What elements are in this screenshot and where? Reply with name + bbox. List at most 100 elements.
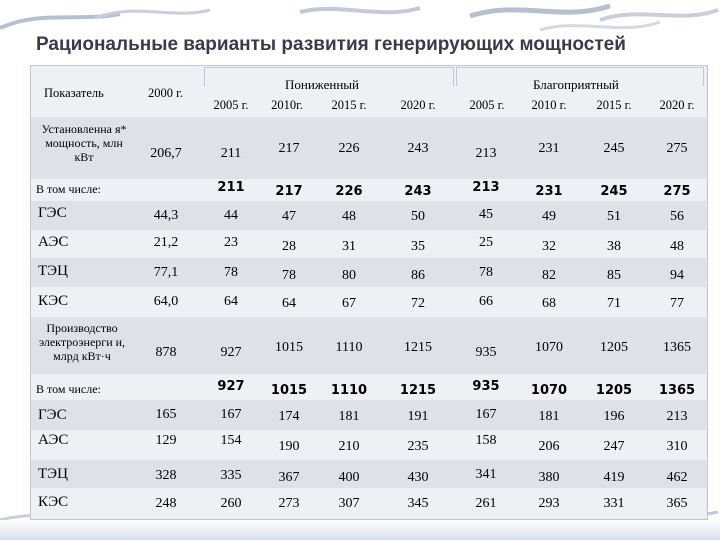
cell: 231: [538, 141, 560, 156]
cell: 23: [224, 235, 238, 250]
cell: 191: [407, 409, 429, 424]
header-band: [31, 66, 706, 117]
cell: 1070: [535, 340, 563, 355]
cell-capacity-2000: 206,7: [150, 146, 182, 161]
scenario-high-box: [456, 67, 704, 86]
row-label-incl: В том числе:: [36, 382, 101, 396]
cell: 231: [535, 184, 563, 199]
cell: 48: [670, 239, 684, 254]
cell: 206: [538, 439, 560, 454]
cell: 310: [666, 439, 688, 454]
cell: 21,2: [153, 235, 179, 250]
cell: 68: [542, 296, 556, 311]
cell: 80: [342, 268, 356, 283]
cell: 247: [603, 439, 625, 454]
cell: 77: [670, 296, 684, 311]
cell: 245: [603, 141, 625, 156]
row-label-aes: АЭС: [38, 432, 69, 448]
cell: 165: [155, 407, 177, 422]
cell: 56: [670, 209, 684, 224]
cell: 1110: [335, 340, 363, 355]
cell: 158: [475, 433, 497, 448]
cell: 331: [603, 496, 625, 511]
cell: 50: [411, 209, 425, 224]
cell: 174: [278, 409, 300, 424]
cell: 328: [155, 468, 177, 483]
cell: 210: [338, 439, 360, 454]
row-label-capacity: Установленна я* мощность, млн кВт: [41, 122, 127, 164]
row-band: [31, 287, 706, 317]
cell: 878: [155, 345, 177, 360]
cell: 64: [224, 294, 238, 309]
cell: 335: [220, 468, 242, 483]
cell: 38: [607, 239, 621, 254]
cell: 927: [217, 379, 245, 394]
cell: 64: [282, 296, 296, 311]
cell: 935: [472, 379, 500, 394]
cell: 430: [407, 470, 429, 485]
cell: 47: [282, 209, 296, 224]
cell: 67: [342, 296, 356, 311]
row-band: [31, 460, 706, 488]
cell: 226: [335, 184, 363, 199]
cell: 51: [607, 209, 621, 224]
row-label-kes: КЭС: [38, 293, 69, 309]
cell: 64,0: [153, 294, 179, 309]
cell: 82: [542, 268, 556, 283]
cell: 935: [475, 345, 497, 360]
cell: 66: [479, 294, 493, 309]
cell: 345: [407, 496, 429, 511]
cell: 190: [278, 439, 300, 454]
row-band: [31, 201, 706, 230]
cell: 78: [282, 268, 296, 283]
cell: 419: [603, 470, 625, 485]
cell: 400: [338, 470, 360, 485]
cell: 245: [600, 184, 628, 199]
cell: 1205: [600, 340, 628, 355]
row-label-production: Производство электроэнерги и, млрд кВт·ч: [38, 321, 126, 363]
cell: 77,1: [153, 265, 179, 280]
row-band: [31, 400, 706, 430]
row-label-ges: ГЭС: [38, 205, 67, 221]
year-low-2010: 2010г.: [271, 98, 303, 112]
row-label-ges: ГЭС: [38, 407, 67, 423]
cell: 1215: [399, 383, 437, 398]
cell: 213: [472, 180, 500, 195]
cell: 217: [275, 184, 303, 199]
cell: 31: [342, 239, 356, 254]
year-high-2015: 2015 г.: [596, 98, 632, 112]
cell: 1215: [404, 340, 432, 355]
cell: 45: [479, 207, 493, 222]
header-indicator: Показатель: [44, 86, 104, 100]
cell: 1015: [275, 340, 303, 355]
page-title: Рациональные варианты развития генерирую…: [36, 34, 626, 55]
cell: 49: [542, 209, 556, 224]
year-high-2005: 2005 г.: [469, 98, 505, 112]
row-label-kes: КЭС: [38, 494, 69, 510]
cell: 1365: [663, 340, 691, 355]
scenario-high-label: Благоприятный: [533, 77, 619, 92]
cell: 217: [278, 141, 300, 156]
year-high-2010: 2010 г.: [531, 98, 567, 112]
cell: 25: [479, 235, 493, 250]
cell: 94: [670, 268, 684, 283]
cell: 32: [542, 239, 556, 254]
cell: 1365: [658, 383, 696, 398]
row-band: [31, 179, 706, 201]
cell: 85: [607, 268, 621, 283]
cell: 341: [475, 467, 497, 482]
cell: 275: [666, 141, 688, 156]
cell: 181: [338, 409, 360, 424]
cell: 35: [411, 239, 425, 254]
row-band: [31, 117, 706, 179]
cell: 260: [220, 496, 242, 511]
cell: 167: [475, 407, 497, 422]
cell: 365: [666, 496, 688, 511]
cell: 72: [411, 296, 425, 311]
cell: 243: [407, 141, 429, 156]
cell: 367: [278, 470, 300, 485]
row-label-tets: ТЭЦ: [38, 263, 68, 279]
cell: 275: [663, 184, 691, 199]
row-label-incl: В том числе:: [36, 182, 101, 196]
cell: 380: [538, 470, 560, 485]
